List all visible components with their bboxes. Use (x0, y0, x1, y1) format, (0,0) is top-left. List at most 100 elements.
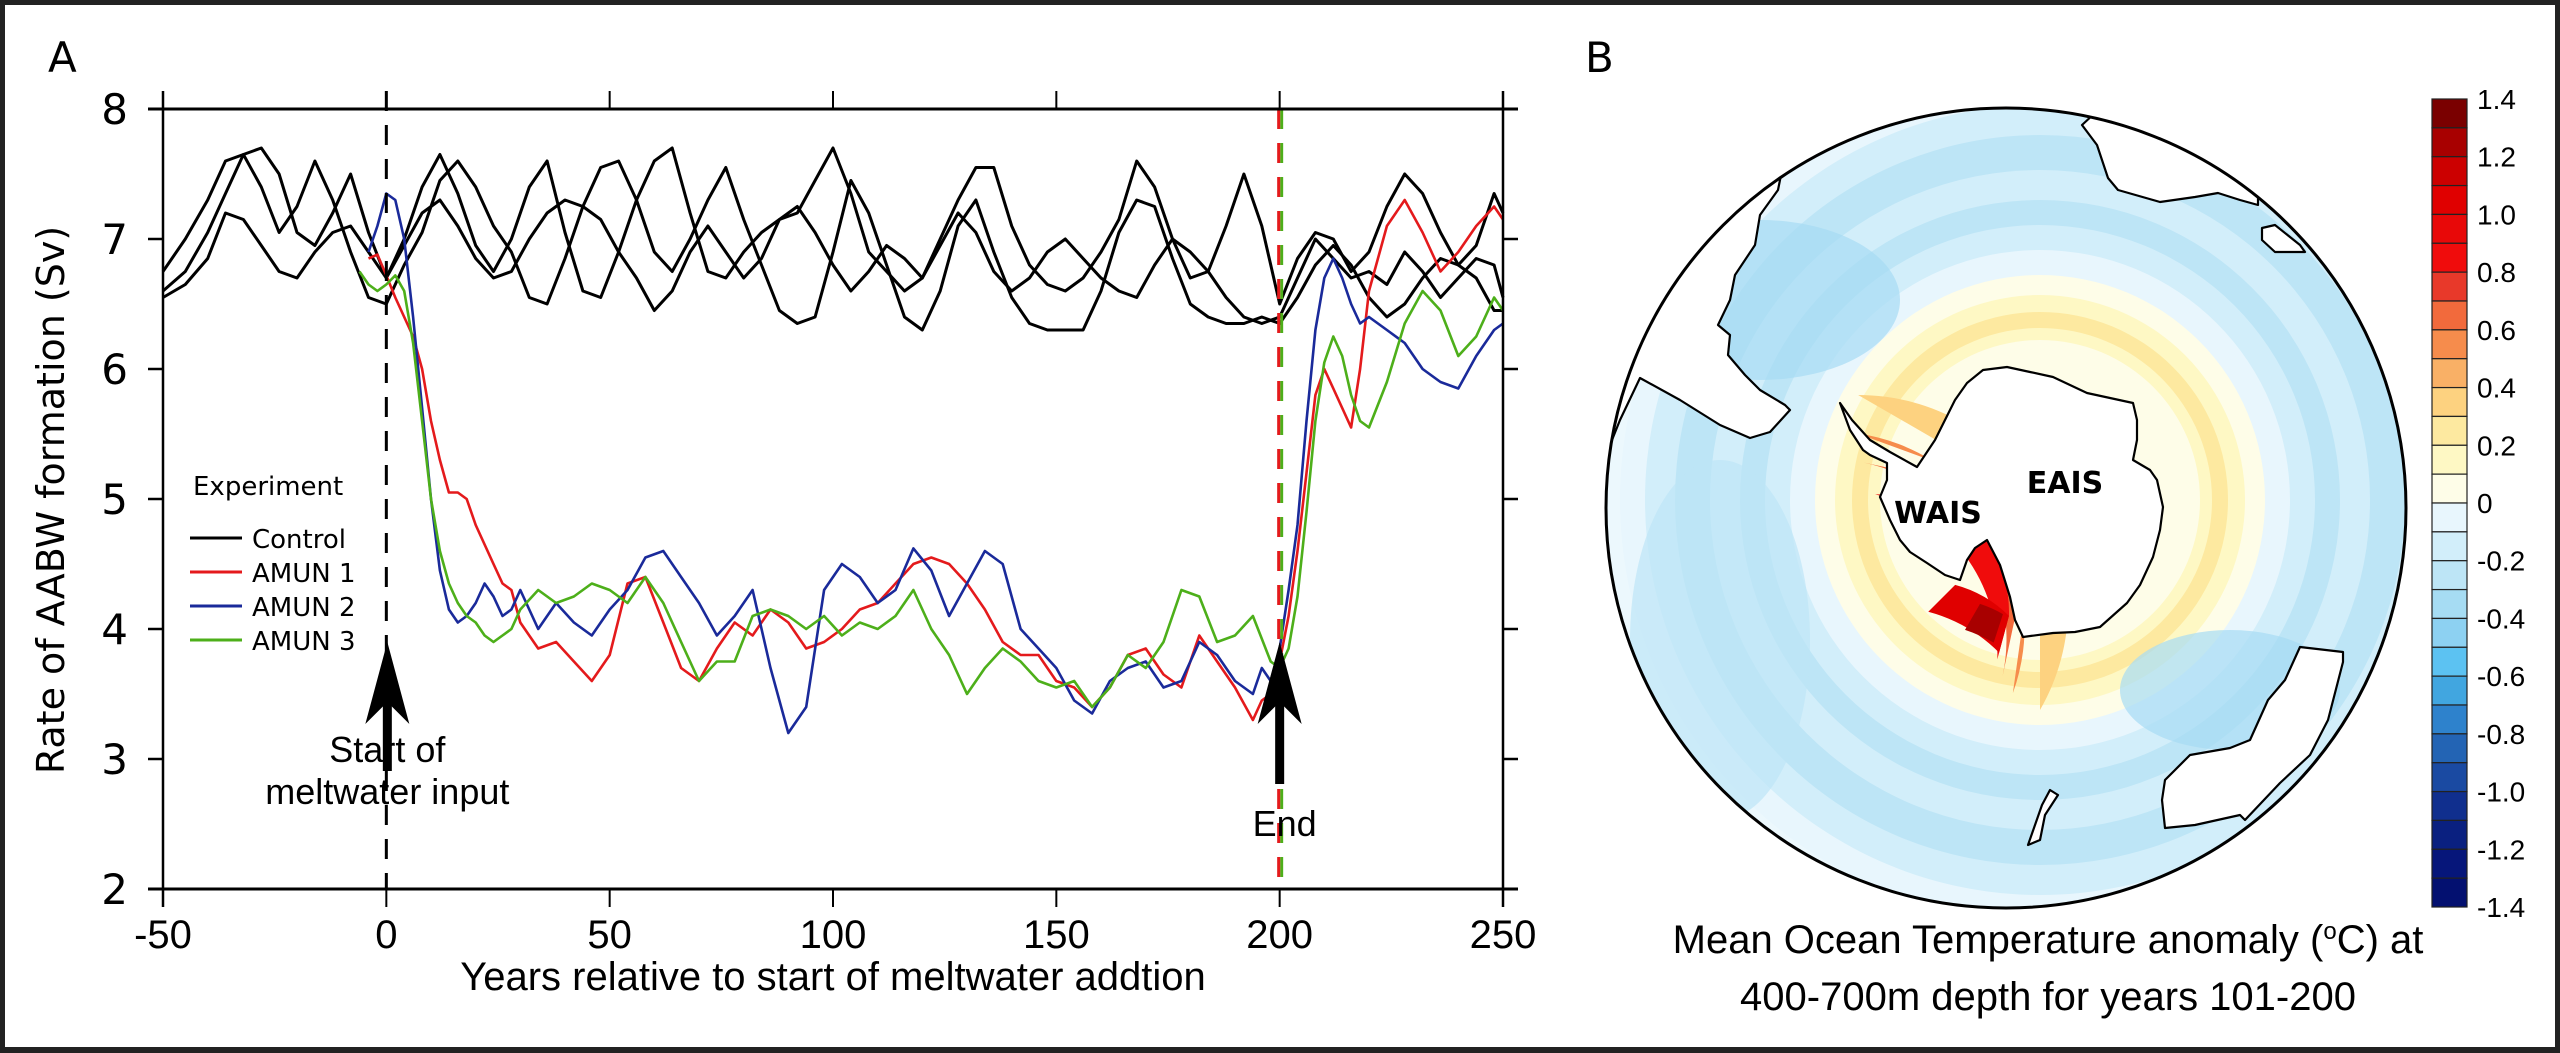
series-line-amun-3 (358, 270, 1505, 709)
colorbar-segment (2431, 877, 2468, 908)
colorbar-segment (2431, 242, 2468, 273)
colorbar-segment (2431, 386, 2468, 418)
colorbar-segment (2431, 790, 2468, 822)
colorbar-tick-label: -0.6 (2477, 661, 2525, 692)
x-tick-label: 50 (587, 913, 632, 957)
series-line-amun-1 (367, 198, 1505, 722)
colorbar-tick-label: -0.2 (2477, 546, 2525, 577)
cool-anomaly-patch (1630, 460, 1810, 820)
colorbar-tick-label: 1.2 (2477, 142, 2516, 173)
arrow-head-icon (1257, 642, 1302, 724)
warm-anomaly-patch (1965, 603, 2003, 643)
legend-label: Control (252, 525, 346, 555)
y-tick-label: 5 (101, 475, 128, 524)
colorbar-segment (2431, 646, 2468, 677)
colorbar-segment (2431, 502, 2468, 533)
colorbar-segment (2431, 213, 2468, 244)
colorbar-segment (2431, 184, 2468, 216)
colorbar-tick-label: 0.8 (2477, 257, 2516, 288)
x-tick-labels: -50 0 50 100 150 200 250 (134, 913, 1536, 957)
degree-symbol: o (2323, 918, 2336, 945)
colorbar-tick-label: 1.0 (2477, 199, 2516, 230)
colorbar-segment (2431, 473, 2468, 504)
colorbar-segment (2431, 358, 2468, 389)
y-tick-label: 2 (101, 865, 128, 914)
region-label-wais: WAIS (1894, 496, 1982, 531)
caption-line-1-b: C) at (2337, 918, 2424, 962)
temperature-anomaly-field (1606, 108, 2406, 908)
colorbar-segment (2431, 704, 2468, 735)
y-tick-labels: 2 3 4 5 6 7 8 (101, 85, 128, 914)
legend-title: Experiment (193, 472, 343, 502)
colorbar-segment (2431, 444, 2468, 475)
x-axis-title: Years relative to start of meltwater add… (460, 955, 1206, 999)
colorbar-segment (2431, 588, 2468, 620)
legend: Experiment Control AMUN 1 AMUN 2 AMUN 3 (190, 472, 356, 657)
y-tick-label: 3 (101, 735, 128, 784)
legend-label: AMUN 3 (252, 627, 356, 657)
colorbar-tick-label: -1.2 (2477, 834, 2525, 865)
y-axis-title: Rate of AABW formation (Sv) (29, 226, 73, 774)
annotation-text: End (1253, 803, 1317, 844)
colorbar-segment (2431, 531, 2468, 562)
colorbar: 1.4 1.2 1.0 0.8 0.6 0.4 0.2 0 -0.2 -0.4 -0.6 -0.8 -1… (2431, 84, 2525, 923)
colorbar-segment (2431, 675, 2468, 706)
region-label-eais: EAIS (2027, 466, 2103, 501)
panel-a-chart: -50 0 50 100 150 200 250 2 3 4 5 6 7 8 Years relativ… (29, 85, 1536, 999)
colorbar-segment (2431, 819, 2468, 850)
colorbar-segment (2431, 300, 2468, 331)
map-caption: Mean Ocean Temperature anomaly (oC) at 4… (1673, 918, 2424, 1019)
colorbar-segment (2431, 848, 2468, 879)
series-line-control-b (162, 146, 1505, 306)
series-line-amun-2 (367, 192, 1504, 735)
antarctica-outline (1838, 365, 2165, 639)
x-tick-label: 150 (1023, 913, 1090, 957)
colorbar-segment (2431, 733, 2468, 764)
colorbar-tick-label: -1.0 (2477, 777, 2525, 808)
colorbar-tick-label: -0.4 (2477, 603, 2525, 634)
globe-outline (1604, 106, 2408, 910)
colorbar-tick-label: 0.6 (2477, 315, 2516, 346)
y-tick-label: 8 (101, 85, 128, 134)
new-zealand-outline (2026, 788, 2060, 847)
colorbar-tick-label: 0 (2477, 488, 2493, 519)
madagascar-outline (2260, 223, 2307, 254)
colorbar-segment (2431, 617, 2468, 648)
caption-line-2: 400-700m depth for years 101-200 (1740, 975, 2356, 1019)
caption-line-1: Mean Ocean Temperature anomaly (oC) at (1673, 918, 2424, 962)
colorbar-segment (2431, 329, 2468, 360)
x-tick-label: 200 (1246, 913, 1313, 957)
colorbar-tick-label: 1.4 (2477, 84, 2516, 115)
legend-label: AMUN 2 (252, 593, 356, 623)
y-tick-label: 4 (101, 605, 128, 654)
colorbar-segment (2431, 127, 2468, 158)
australia-outline (2160, 645, 2345, 830)
panel-label-a: A (48, 33, 77, 82)
annotation-text: Start of (329, 729, 446, 770)
warm-anomaly-patch (1858, 395, 2069, 710)
legend-label: AMUN 1 (252, 559, 356, 589)
x-tick-label: -50 (134, 913, 192, 957)
arrow-head-icon (365, 642, 410, 724)
colorbar-tick-label: -1.4 (2477, 892, 2525, 923)
axes (148, 91, 1518, 907)
series-line-control-c (162, 198, 1505, 325)
panel-b-map: WAIS EAIS 1.4 1.2 1.0 0.8 0.6 0.4 0.2 0 -0.2 -0.4… (1604, 84, 2525, 1019)
colorbar-tick-label: 0.2 (2477, 430, 2516, 461)
panel-label-b: B (1585, 33, 1614, 82)
series-lines (161, 146, 1505, 735)
y-tick-label: 7 (101, 215, 128, 264)
caption-line-1-a: Mean Ocean Temperature anomaly ( (1673, 918, 2324, 962)
colorbar-tick-label: 0.4 (2477, 373, 2516, 404)
colorbar-segment (2431, 415, 2468, 446)
colorbar-segment (2431, 271, 2468, 302)
colorbar-segment (2431, 560, 2468, 591)
colorbar-tick-label: -0.8 (2477, 719, 2525, 750)
series-line-control-a (161, 153, 1503, 332)
colorbar-segment (2431, 156, 2468, 187)
colorbar-segment (2431, 98, 2468, 129)
colorbar-segment (2431, 762, 2468, 793)
annotation-text: meltwater input (265, 771, 509, 812)
